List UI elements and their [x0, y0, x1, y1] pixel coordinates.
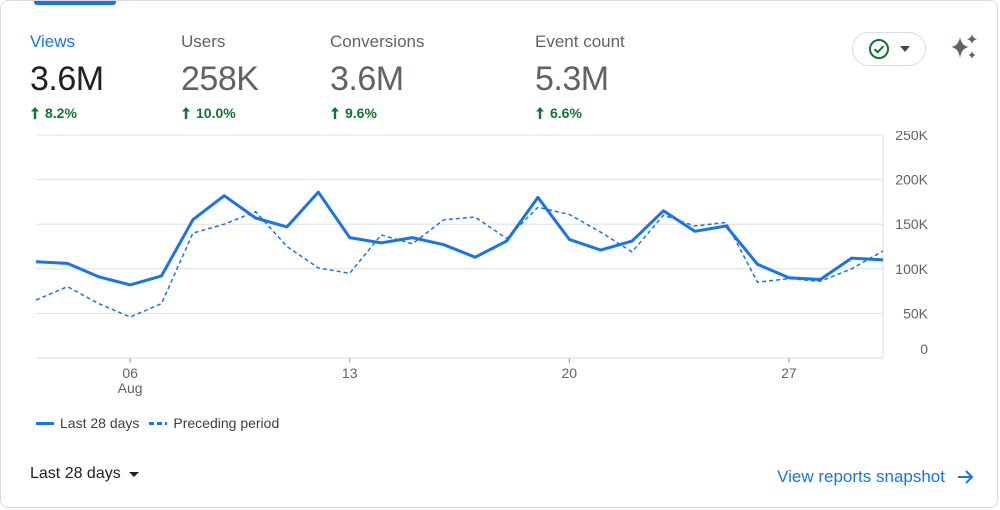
metric-value: 5.3M: [535, 60, 609, 98]
dashed-line-swatch: [149, 421, 168, 425]
series-line-preceding-period: [35, 206, 884, 318]
metric-change-value: 8.2%: [45, 105, 77, 121]
x-tick-label: 20: [562, 365, 578, 381]
date-range-label: Last 28 days: [30, 465, 121, 482]
arrow-up-icon: [536, 107, 544, 119]
metric-change-value: 6.6%: [550, 105, 582, 121]
metric-label: Users: [181, 32, 226, 51]
snapshot-link-label: View reports snapshot: [777, 467, 945, 486]
y-tick-label: 150K: [895, 216, 928, 232]
caret-down-icon: [900, 46, 910, 52]
date-range-dropdown[interactable]: Last 28 days: [30, 465, 139, 483]
y-tick-label: 200K: [895, 172, 928, 188]
solid-line-swatch: [36, 421, 54, 425]
arrow-up-icon: [331, 107, 339, 119]
metric-value: 3.6M: [330, 60, 404, 98]
arrow-up-icon: [31, 107, 39, 119]
legend-label: Last 28 days: [60, 415, 140, 431]
legend-item-last-28-days: Last 28 days: [36, 415, 139, 431]
series-line-last-28-days: [35, 190, 884, 287]
check-circle-icon: [869, 39, 889, 59]
metric-users[interactable]: Users 258K 10.0%: [181, 31, 259, 121]
chart-legend: Last 28 days Preceding period: [36, 415, 289, 431]
metric-change: 8.2%: [30, 105, 104, 121]
insights-button[interactable]: [947, 31, 981, 65]
data-quality-dropdown[interactable]: [852, 32, 926, 66]
arrow-up-icon: [182, 107, 190, 119]
x-tick-label: 13: [342, 365, 358, 381]
y-tick-label: 100K: [895, 261, 928, 277]
metric-label: Conversions: [330, 32, 425, 51]
legend-label: Preceding period: [173, 415, 280, 431]
metric-value: 3.6M: [30, 60, 104, 98]
legend-item-preceding-period: Preceding period: [149, 415, 279, 431]
metric-change: 9.6%: [330, 105, 425, 121]
sparkle-icon: [951, 34, 977, 59]
metric-conversions[interactable]: Conversions 3.6M 9.6%: [330, 31, 425, 121]
metric-change: 6.6%: [535, 105, 625, 121]
metric-label: Views: [30, 32, 76, 51]
y-tick-label: 50K: [903, 305, 929, 321]
metric-change-value: 9.6%: [345, 105, 377, 121]
metric-value: 258K: [181, 60, 259, 98]
metric-change-value: 10.0%: [196, 105, 236, 121]
active-tab-indicator: [34, 1, 116, 5]
x-tick-month-label: Aug: [118, 380, 143, 396]
x-tick-label: 06: [122, 365, 138, 381]
metric-event-count[interactable]: Event count 5.3M 6.6%: [535, 31, 625, 121]
metric-views[interactable]: Views 3.6M 8.2%: [30, 31, 104, 121]
x-tick-label: 27: [781, 365, 797, 381]
y-tick-label: 250K: [895, 131, 928, 143]
y-tick-label: 0: [920, 341, 928, 357]
metric-label: Event count: [535, 32, 625, 51]
view-reports-snapshot-link[interactable]: View reports snapshot: [777, 467, 975, 487]
arrow-right-icon: [958, 470, 974, 484]
caret-down-icon: [128, 471, 139, 477]
metric-change: 10.0%: [181, 105, 258, 121]
